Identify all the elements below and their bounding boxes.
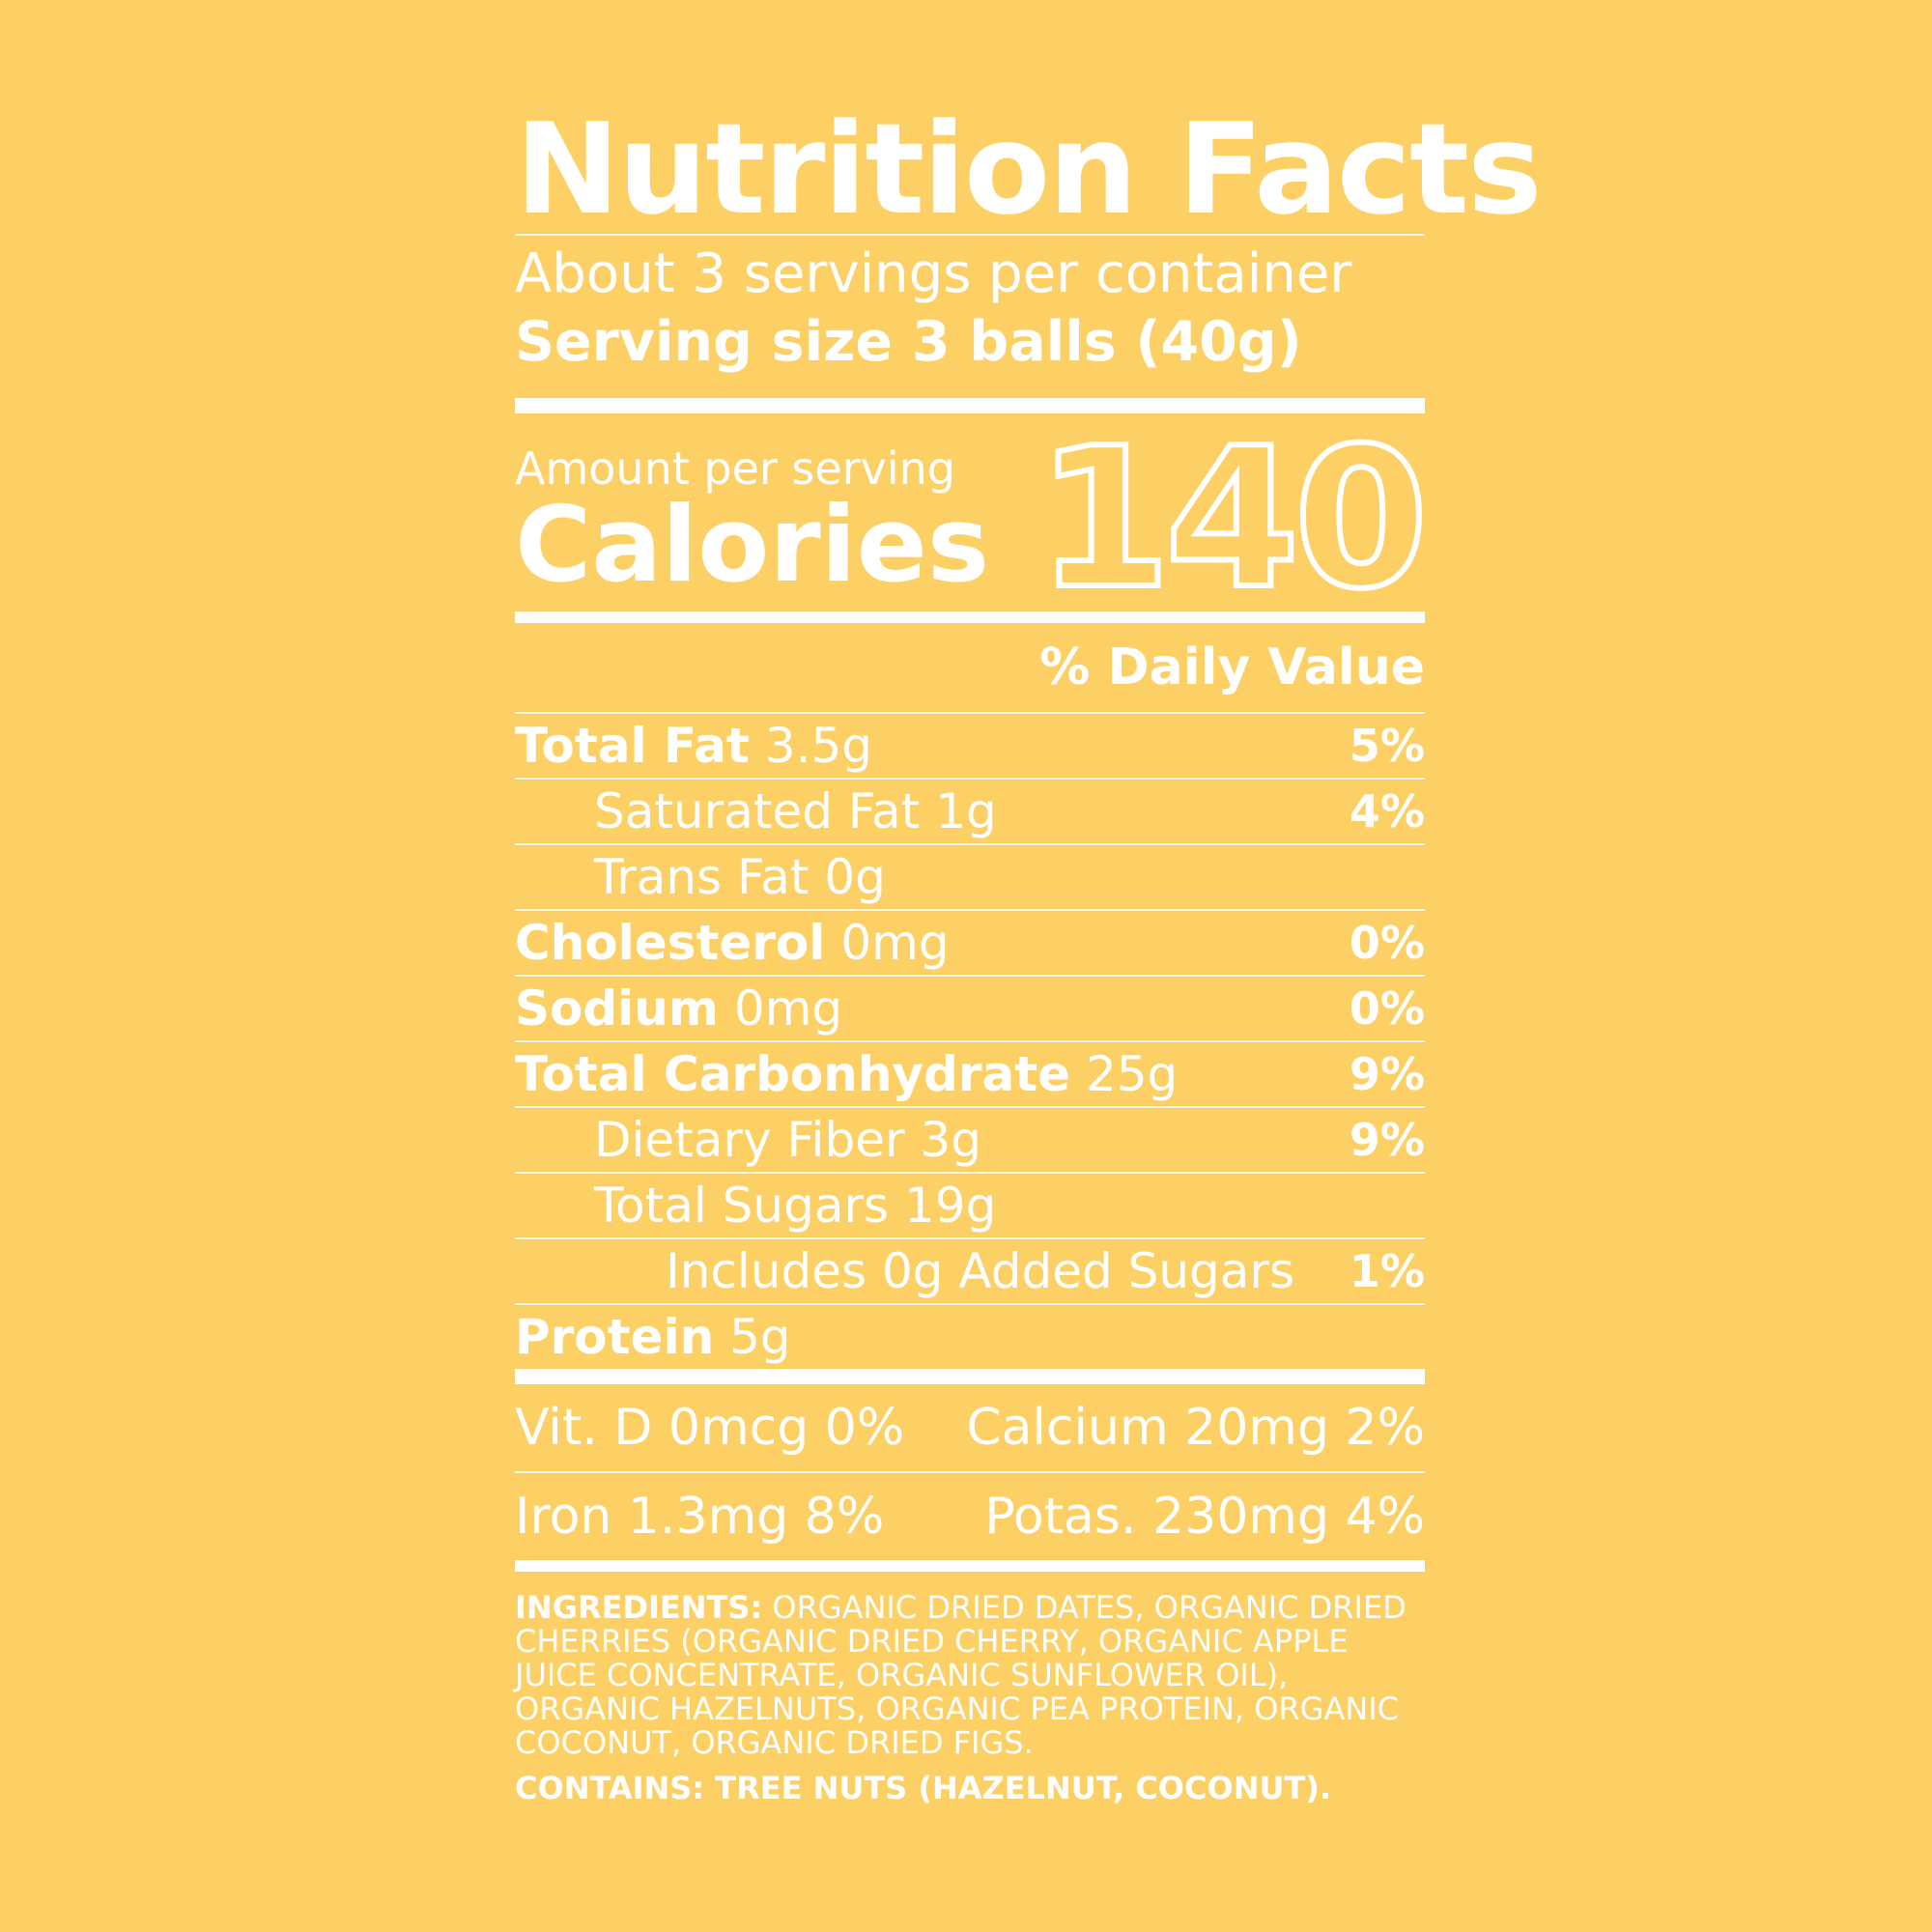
thick-divider bbox=[515, 398, 1425, 413]
divider bbox=[515, 712, 1425, 714]
nutrient-name: Total Sugars bbox=[594, 1178, 890, 1234]
nutrient-amount: 5g bbox=[729, 1309, 791, 1365]
vitamin-row: Iron 1.3mg 8% Potas. 230mg 4% bbox=[515, 1473, 1425, 1560]
nutrient-list: Total Fat 3.5g 5% Saturated Fat 1g 4% Tr… bbox=[515, 714, 1425, 1369]
calories-block: Amount per serving Calories 140 bbox=[515, 413, 1431, 619]
nutrient-row-protein: Protein 5g bbox=[515, 1305, 1425, 1369]
nutrient-name: Dietary Fiber bbox=[594, 1112, 905, 1168]
nutrient-name: Cholesterol bbox=[515, 915, 826, 971]
nutrient-name: Includes 0g Added Sugars bbox=[666, 1243, 1295, 1299]
thick-divider bbox=[515, 1560, 1425, 1572]
nutrient-dv: 4% bbox=[1349, 785, 1425, 838]
vitamin-row: Vit. D 0mcg 0% Calcium 20mg 2% bbox=[515, 1384, 1425, 1473]
nutrient-amount: 19g bbox=[903, 1178, 997, 1234]
calcium: Calcium 20mg 2% bbox=[966, 1399, 1425, 1457]
vitamin-d: Vit. D 0mcg 0% bbox=[515, 1399, 905, 1457]
label-title: Nutrition Facts bbox=[515, 96, 1542, 242]
ingredients-text: INGREDIENTS: ORGANIC DRIED DATES, ORGANI… bbox=[515, 1591, 1425, 1760]
calories-value: 140 bbox=[1034, 407, 1431, 632]
ingredients-label: INGREDIENTS: bbox=[515, 1589, 763, 1626]
nutrient-amount: 3.5g bbox=[764, 718, 873, 774]
nutrient-amount: 0mg bbox=[733, 980, 843, 1037]
nutrient-row-total-carbohydrate: Total Carbonhydrate 25g 9% bbox=[515, 1042, 1425, 1108]
nutrient-dv: 9% bbox=[1349, 1048, 1425, 1100]
nutrient-row-trans-fat: Trans Fat 0g bbox=[515, 845, 1425, 911]
nutrition-facts-panel: Nutrition Facts About 3 servings per con… bbox=[515, 96, 1542, 1806]
nutrient-amount: 0mg bbox=[840, 915, 950, 971]
nutrient-row-saturated-fat: Saturated Fat 1g 4% bbox=[515, 780, 1425, 845]
thick-divider bbox=[515, 1369, 1425, 1384]
nutrient-name: Total Carbonhydrate bbox=[515, 1046, 1071, 1102]
iron: Iron 1.3mg 8% bbox=[515, 1488, 885, 1546]
nutrient-name: Total Fat bbox=[515, 718, 750, 774]
divider bbox=[515, 234, 1425, 236]
nutrient-name: Saturated Fat bbox=[594, 783, 921, 839]
daily-value-header: % Daily Value bbox=[1039, 639, 1425, 696]
nutrient-row-dietary-fiber: Dietary Fiber 3g 9% bbox=[515, 1108, 1425, 1174]
nutrient-dv: 5% bbox=[1349, 720, 1425, 772]
nutrient-name: Sodium bbox=[515, 980, 719, 1037]
nutrient-amount: 3g bbox=[920, 1112, 981, 1168]
nutrient-row-cholesterol: Cholesterol 0mg 0% bbox=[515, 911, 1425, 977]
serving-size: Serving size 3 balls (40g) bbox=[515, 310, 1302, 374]
nutrient-amount: 1g bbox=[935, 783, 997, 839]
nutrient-name: Trans Fat bbox=[594, 849, 810, 905]
calories-label: Calories bbox=[515, 485, 990, 606]
nutrient-dv: 0% bbox=[1349, 917, 1425, 969]
thick-divider bbox=[515, 611, 1425, 623]
amount-per-serving-label: Amount per serving bbox=[515, 442, 955, 495]
nutrient-amount: 0g bbox=[824, 849, 886, 905]
vitamins-section: Vit. D 0mcg 0% Calcium 20mg 2% Iron 1.3m… bbox=[515, 1384, 1425, 1560]
servings-per-container: About 3 servings per container bbox=[515, 242, 1352, 305]
nutrient-dv: 9% bbox=[1349, 1114, 1425, 1166]
nutrient-dv: 0% bbox=[1349, 982, 1425, 1035]
nutrient-dv: 1% bbox=[1349, 1245, 1425, 1297]
nutrient-amount: 25g bbox=[1085, 1046, 1179, 1102]
nutrient-row-sodium: Sodium 0mg 0% bbox=[515, 977, 1425, 1042]
allergen-statement: CONTAINS: TREE NUTS (HAZELNUT, COCONUT). bbox=[515, 1770, 1332, 1806]
nutrient-row-total-fat: Total Fat 3.5g 5% bbox=[515, 714, 1425, 780]
nutrient-row-added-sugars: Includes 0g Added Sugars 1% bbox=[515, 1239, 1425, 1305]
nutrient-row-total-sugars: Total Sugars 19g bbox=[515, 1174, 1425, 1239]
ingredients-list: ORGANIC DRIED DATES, ORGANIC DRIED CHERR… bbox=[515, 1589, 1406, 1761]
nutrient-name: Protein bbox=[515, 1309, 715, 1365]
potassium: Potas. 230mg 4% bbox=[984, 1488, 1425, 1546]
